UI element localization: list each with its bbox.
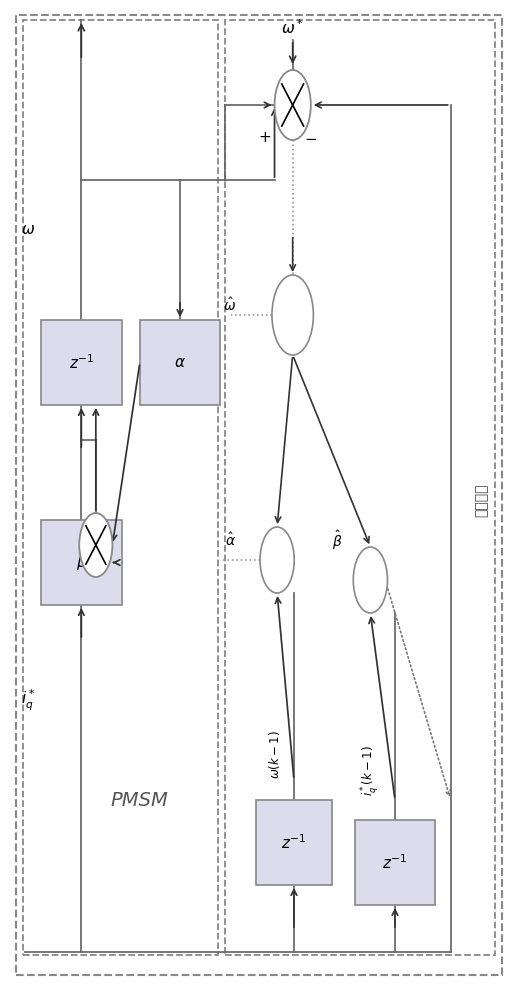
Text: $i_q^*$: $i_q^*$ xyxy=(21,687,36,713)
FancyBboxPatch shape xyxy=(41,320,122,405)
Text: $\omega^*$: $\omega^*$ xyxy=(281,19,304,37)
Circle shape xyxy=(79,513,112,577)
Text: $\hat{\omega}$: $\hat{\omega}$ xyxy=(223,296,236,314)
Text: $i_q^*(k-1)$: $i_q^*(k-1)$ xyxy=(359,745,381,796)
Text: $\omega(k-1)$: $\omega(k-1)$ xyxy=(267,730,282,779)
Text: $+$: $+$ xyxy=(257,130,271,145)
Text: $\omega$: $\omega$ xyxy=(21,223,36,237)
Text: 神经网络: 神经网络 xyxy=(474,483,489,517)
Circle shape xyxy=(275,70,311,140)
Text: $z^{-1}$: $z^{-1}$ xyxy=(281,833,307,852)
FancyBboxPatch shape xyxy=(355,820,435,905)
FancyBboxPatch shape xyxy=(256,800,332,885)
Text: $-$: $-$ xyxy=(304,130,318,145)
Text: $\hat{\beta}$: $\hat{\beta}$ xyxy=(332,528,342,552)
Text: $z^{-1}$: $z^{-1}$ xyxy=(382,853,408,872)
FancyBboxPatch shape xyxy=(41,520,122,605)
Text: $z^{-1}$: $z^{-1}$ xyxy=(69,353,94,372)
Circle shape xyxy=(353,547,387,613)
Text: PMSM: PMSM xyxy=(111,790,169,810)
Text: $\alpha$: $\alpha$ xyxy=(174,355,186,370)
Text: $\beta$: $\beta$ xyxy=(76,553,87,572)
FancyBboxPatch shape xyxy=(140,320,220,405)
Circle shape xyxy=(272,275,313,355)
Circle shape xyxy=(260,527,294,593)
Text: $\hat{\alpha}$: $\hat{\alpha}$ xyxy=(225,531,236,549)
